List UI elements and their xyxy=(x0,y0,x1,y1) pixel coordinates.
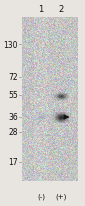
Text: 36: 36 xyxy=(8,113,18,122)
Text: 17: 17 xyxy=(8,158,18,167)
Text: 2: 2 xyxy=(58,6,64,14)
Text: (-): (-) xyxy=(37,193,45,199)
Text: 130: 130 xyxy=(3,40,18,49)
Text: 1: 1 xyxy=(38,6,44,14)
Text: 55: 55 xyxy=(8,91,18,100)
Text: 28: 28 xyxy=(8,128,18,137)
Text: 72: 72 xyxy=(8,73,18,82)
Text: (+): (+) xyxy=(55,193,67,199)
